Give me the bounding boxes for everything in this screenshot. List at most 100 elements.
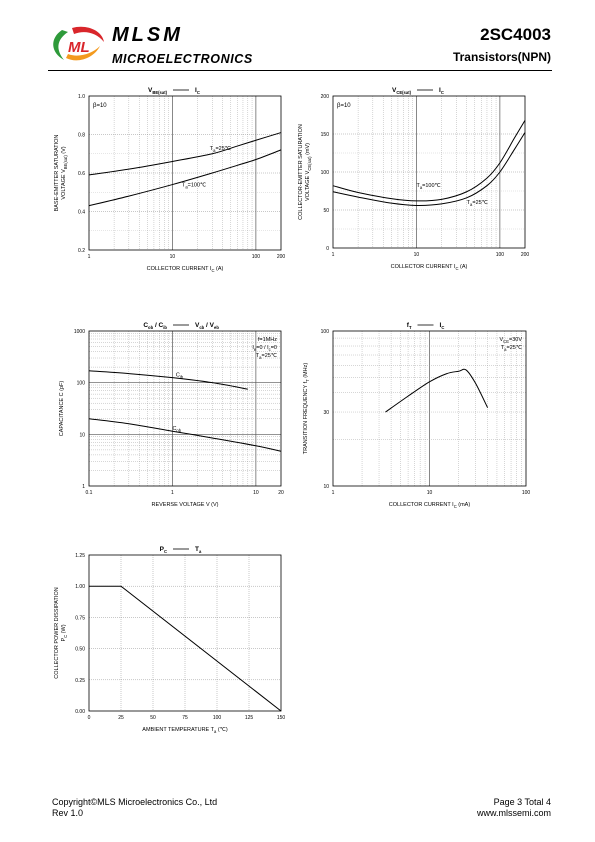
- chart-title: PC: [160, 546, 167, 554]
- y-tick-label: 30: [323, 410, 329, 416]
- chart-title-rhs: Ta: [195, 546, 202, 554]
- plot-frame: [88, 95, 282, 251]
- x-tick-label: 0: [88, 715, 91, 721]
- y-tick-label: 1: [82, 484, 85, 490]
- y-axis-label-line2: VOLTAGE VCE(sat) (mV): [305, 143, 312, 201]
- x-tick-label: 1: [332, 490, 335, 496]
- chart-vbe: 1 10 100 200 0.2 0.4 0.6 0.8 1.0 VBE(sat) IC COLLEC…: [54, 87, 285, 273]
- y-tick-label: 1.0: [78, 94, 85, 100]
- x-tick-label: 10: [414, 252, 420, 258]
- x-tick-label: 150: [277, 715, 286, 721]
- footer-website: www.mlssemi.com: [476, 808, 551, 818]
- series-label: Cib: [176, 373, 184, 380]
- series-label: Ta=25℃: [210, 146, 232, 153]
- x-tick-label: 0.1: [86, 490, 93, 496]
- y-tick-label: 0: [326, 246, 329, 252]
- chart-condition: Ta=25℃: [256, 353, 278, 360]
- y-axis-label-line2: VOLTAGE VBE(sat) (V): [61, 146, 68, 199]
- footer-copyright: Copyright©MLS Microelectronics Co., Ltd: [52, 797, 218, 807]
- x-axis-label: COLLECTOR CURRENT IC (A): [391, 264, 468, 271]
- series-line: [385, 368, 489, 413]
- chart-title-rhs: IC: [195, 87, 200, 95]
- y-axis-label-line1: TRANSITION FREQUENCY fT (MHz): [303, 363, 310, 455]
- y-axis-label-line2: PC (W): [61, 624, 68, 641]
- series-label: Cob: [172, 426, 181, 433]
- x-tick-label: 10: [170, 254, 176, 260]
- x-tick-label: 200: [521, 252, 530, 258]
- y-axis-label: COLLECTOR POWER DISSIPATION PC (W): [54, 587, 68, 678]
- y-tick-label: 50: [323, 208, 329, 214]
- x-tick-label: 1: [171, 490, 174, 496]
- y-axis-label: TRANSITION FREQUENCY fT (MHz): [303, 363, 310, 455]
- brand-name: MLSM: [112, 24, 183, 46]
- chart-condition: Ie=0 / Ic=0: [252, 345, 277, 352]
- header-divider: [48, 70, 552, 71]
- series-line: [88, 132, 282, 176]
- chart-vce: 1 10 100 200 0 50 100 150 200 VCE(sat) IC COLLECTOR…: [298, 87, 529, 271]
- x-tick-label: 1: [88, 254, 91, 260]
- x-axis-label: AMBIENT TEMPERATURE Ta (℃): [142, 727, 228, 734]
- y-axis-label-line1: COLLECTOR POWER DISSIPATION: [54, 587, 60, 678]
- svg-text:ML: ML: [68, 39, 90, 56]
- chart-annotation: β=10: [93, 103, 107, 109]
- x-tick-label: 100: [213, 715, 222, 721]
- part-type: Transistors(NPN): [452, 50, 551, 64]
- series-label: Ta=25℃: [467, 200, 489, 207]
- x-tick-label: 25: [118, 715, 124, 721]
- y-tick-label: 0.6: [78, 171, 85, 177]
- y-tick-label: 0.8: [78, 133, 85, 139]
- x-axis-label: COLLECTOR CURRENT IC (A): [147, 266, 224, 273]
- part-number: 2SC4003: [480, 25, 551, 44]
- y-tick-label: 1.25: [75, 553, 85, 559]
- y-tick-label: 0.50: [75, 647, 85, 653]
- chart-annotation: β=10: [337, 103, 351, 109]
- chart-condition: VCE=30V: [500, 337, 523, 344]
- series-line: [88, 370, 248, 390]
- y-axis-label: CAPACITANCE C (pF): [59, 381, 65, 437]
- x-axis-label: REVERSE VOLTAGE V (V): [151, 502, 218, 508]
- y-tick-label: 10: [323, 484, 329, 490]
- logo-orange-swoosh: [66, 46, 100, 61]
- y-tick-label: 0.2: [78, 248, 85, 254]
- series-line: [332, 132, 526, 206]
- chart-condition: f=1MHz: [258, 337, 277, 343]
- plot-frame: [332, 330, 527, 487]
- series-line: [89, 585, 282, 712]
- x-tick-label: 125: [245, 715, 254, 721]
- logo-red-swoosh: [72, 26, 104, 42]
- series-line: [88, 149, 282, 207]
- y-tick-label: 0.25: [75, 678, 85, 684]
- y-axis-label-line1: CAPACITANCE C (pF): [59, 381, 65, 437]
- brand-subtitle: MICROELECTRONICS: [112, 52, 253, 66]
- x-tick-label: 100: [496, 252, 505, 258]
- y-axis-label: COLLECTOR-EMITTER SATURATION VOLTAGE VCE(…: [298, 124, 312, 220]
- chart-title: fT: [407, 322, 412, 330]
- x-axis-label: COLLECTOR CURRENT IC (mA): [389, 502, 471, 509]
- chart-title: Cob / Cib: [143, 322, 167, 330]
- y-tick-label: 0.75: [75, 615, 85, 621]
- x-tick-label: 10: [427, 490, 433, 496]
- series-label: Ta=100℃: [416, 183, 441, 190]
- logo-green-swoosh: [53, 30, 68, 60]
- y-axis-label: BASE-EMITTER SATURATION VOLTAGE VBE(sat) …: [54, 135, 68, 212]
- chart-title: VCE(sat): [392, 87, 412, 95]
- y-tick-label: 100: [321, 170, 330, 176]
- chart-title-rhs: IC: [439, 87, 444, 95]
- y-tick-label: 1.00: [75, 584, 85, 590]
- x-tick-label: 10: [253, 490, 259, 496]
- mlsm-logo: ML: [53, 26, 104, 61]
- y-tick-label: 150: [321, 132, 330, 138]
- x-tick-label: 200: [277, 254, 286, 260]
- y-axis-label-line1: BASE-EMITTER SATURATION: [54, 135, 60, 212]
- chart-condition: Ta=25℃: [501, 345, 523, 352]
- x-tick-label: 20: [278, 490, 284, 496]
- x-tick-label: 75: [182, 715, 188, 721]
- chart-title-rhs: Vcb / Veb: [195, 322, 219, 330]
- y-tick-label: 200: [321, 94, 330, 100]
- y-tick-label: 0.4: [78, 210, 85, 216]
- x-tick-label: 50: [150, 715, 156, 721]
- plot-frame: [88, 330, 282, 487]
- y-tick-label: 10: [79, 432, 85, 438]
